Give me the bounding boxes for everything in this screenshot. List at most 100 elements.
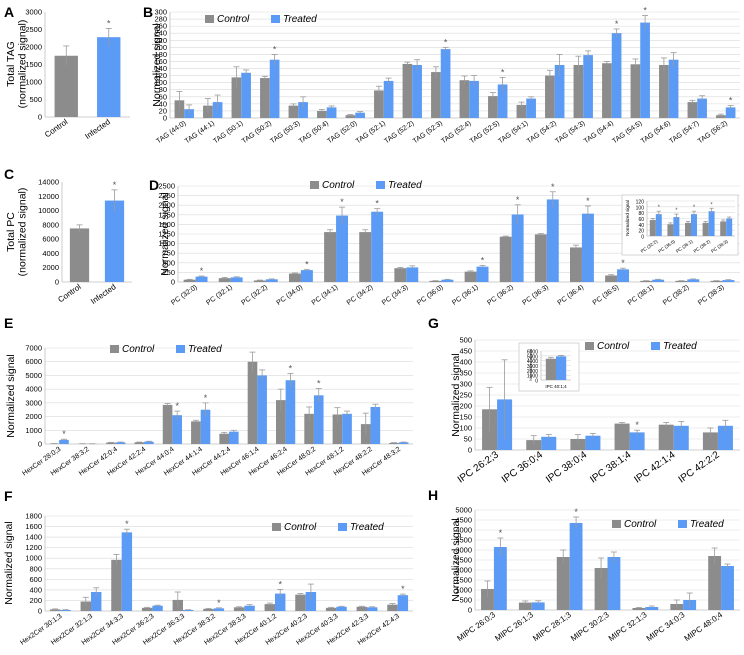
panel-letter: E xyxy=(4,315,13,331)
y-tick-label: 2000 xyxy=(455,566,472,575)
legend-swatch-control xyxy=(612,520,621,528)
significance-star: * xyxy=(615,19,619,29)
bar-treated xyxy=(300,270,313,282)
bar-control xyxy=(526,440,542,450)
y-tick-label: 260 xyxy=(154,22,167,31)
legend-swatch-control xyxy=(205,15,214,23)
panel-a: A 0 500 1000 1500 2000 2500 3000 Total TAG(norma… xyxy=(4,4,130,141)
x-tick-label: PC (38:1) xyxy=(627,284,656,307)
bar-treated xyxy=(531,602,545,610)
legend-label: Treated xyxy=(188,344,222,355)
x-tick-label: TAG (52:1) xyxy=(355,120,387,145)
x-tick-label: IPC 36:0;4 xyxy=(500,449,545,485)
y-tick-label: 50 xyxy=(464,435,472,444)
y-axis-label: Normalized signal xyxy=(151,23,163,106)
bar-treated xyxy=(59,439,69,444)
y-tick-label: 400 xyxy=(459,358,472,367)
x-tick-label: TAG (54:3) xyxy=(554,120,586,145)
y-tick-label: 0 xyxy=(38,113,42,122)
legend-swatch-treated xyxy=(376,181,385,189)
y-tick-label: 1000 xyxy=(455,586,472,595)
bar-treated xyxy=(313,395,324,444)
bar-control xyxy=(356,606,367,611)
y-axis-label: Normalized signal xyxy=(159,192,171,275)
x-tick-label: MIPC 48:0;4 xyxy=(683,610,725,643)
x-tick-label: PC (34:2) xyxy=(346,284,375,307)
legend-swatch-control xyxy=(272,523,281,531)
bar-treated xyxy=(213,608,225,611)
bar-treated xyxy=(617,269,630,282)
x-tick-label: TAG (56:2) xyxy=(697,120,729,145)
y-tick-label: 1000 xyxy=(25,426,42,435)
bar-control xyxy=(218,278,231,282)
bar-treated xyxy=(269,59,280,118)
bar-treated xyxy=(668,59,679,118)
y-tick-label: 7000 xyxy=(25,344,42,353)
bar-treated xyxy=(115,442,126,444)
bar-control xyxy=(317,110,327,118)
x-tick-label: MIPC 30:2;3 xyxy=(569,610,611,643)
y-tick-label: 0 xyxy=(55,278,59,287)
bar-treated xyxy=(476,266,489,282)
bar-control xyxy=(49,609,61,611)
legend-swatch-treated xyxy=(271,15,280,23)
bar-treated xyxy=(200,409,211,444)
x-tick-label: TAG (54:7) xyxy=(668,120,700,145)
y-tick-label: 300 xyxy=(459,380,472,389)
legend-label: Control xyxy=(217,14,250,25)
significance-star: * xyxy=(317,378,321,388)
y-tick-label: 280 xyxy=(154,15,167,24)
significance-star: * xyxy=(499,528,503,538)
x-tick-label: IPC 40:1;4 xyxy=(545,384,567,389)
y-tick-label: 20 xyxy=(638,229,644,235)
bar-treated xyxy=(541,436,557,450)
y-tick-label: 1500 xyxy=(25,60,42,69)
bar-treated xyxy=(440,49,451,118)
y-tick-label: 220 xyxy=(154,36,167,45)
x-tick-label: PC (38:2) xyxy=(662,284,691,307)
bar-treated xyxy=(257,375,267,444)
bar-control xyxy=(324,232,337,282)
bar-treated xyxy=(717,425,733,450)
y-tick-label: 0 xyxy=(171,278,175,287)
y-axis-label: Normalized signal xyxy=(3,521,15,604)
legend-swatch-control xyxy=(310,181,319,189)
significance-star: * xyxy=(516,195,520,205)
y-tick-label: 2000 xyxy=(158,201,175,210)
x-tick-label: PC (32:0) xyxy=(170,284,199,307)
y-tick-label: 40 xyxy=(159,99,167,108)
bar-treated xyxy=(298,102,308,118)
y-tick-label: 2250 xyxy=(158,191,175,200)
significance-star: * xyxy=(273,44,277,54)
x-tick-label: IPC 26:2;3 xyxy=(456,449,501,485)
x-tick-label: PC (36:3) xyxy=(521,284,550,307)
y-tick-label: 1800 xyxy=(25,512,42,521)
legend-label: Control xyxy=(284,522,317,533)
bar-control xyxy=(389,442,399,444)
significance-star: * xyxy=(693,205,696,211)
y-tick-label: 1000 xyxy=(25,78,42,87)
significance-star: * xyxy=(675,208,678,214)
y-tick-label: 4000 xyxy=(527,359,538,365)
legend-swatch-treated xyxy=(176,345,185,353)
x-tick-label: PC (36:0) xyxy=(416,284,445,307)
significance-star: * xyxy=(200,266,204,276)
y-tick-label: 10000 xyxy=(38,206,59,215)
y-tick-label: 150 xyxy=(459,413,472,422)
bar-treated xyxy=(60,609,71,611)
bar-control xyxy=(702,432,718,450)
bar-control xyxy=(260,78,270,118)
y-tick-label: 200 xyxy=(459,402,472,411)
x-tick-label: MIPC 26:0;3 xyxy=(455,610,497,643)
bar-control xyxy=(394,268,407,282)
bar-control xyxy=(288,105,299,118)
x-tick-label: TAG (44:1) xyxy=(184,120,216,145)
bar-control xyxy=(602,63,612,118)
bar-control xyxy=(80,601,91,611)
bar-control xyxy=(106,442,116,444)
bar-treated xyxy=(629,432,645,450)
bar-treated xyxy=(554,65,565,118)
significance-star: * xyxy=(375,199,379,209)
x-tick-label: TAG (54:6) xyxy=(640,120,672,145)
